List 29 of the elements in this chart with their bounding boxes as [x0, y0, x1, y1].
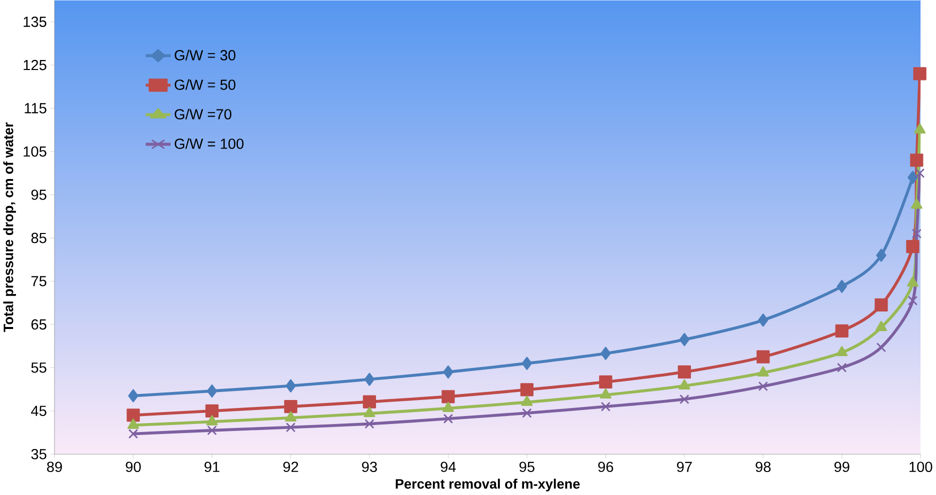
y-tick-label: 45 — [31, 406, 46, 416]
legend-label: G/W = 30 — [174, 50, 236, 61]
x-axis-title: Percent removal of m-xylene — [396, 478, 580, 492]
x-tick-label: 100 — [910, 462, 932, 472]
y-axis-title: Total pressure drop, cm of water — [3, 122, 16, 332]
x-tick-label: 95 — [520, 462, 534, 472]
y-tick-label: 105 — [24, 146, 46, 157]
x-tick-label: 89 — [47, 462, 62, 472]
x-tick-label: 92 — [283, 462, 298, 472]
y-tick-label: 55 — [31, 362, 46, 373]
x-tick-label: 98 — [756, 462, 771, 472]
x-tick-label: 93 — [362, 462, 377, 472]
x-tick-label: 91 — [204, 462, 220, 472]
legend-label: G/W = 50 — [174, 79, 236, 90]
y-tick-label: 135 — [24, 16, 46, 28]
y-tick-label: 95 — [31, 190, 46, 200]
x-tick-label: 97 — [676, 462, 692, 472]
legend-label: G/W = 100 — [174, 138, 244, 150]
y-tick-label: 65 — [31, 319, 46, 330]
y-tick-label: 35 — [31, 449, 46, 460]
y-tick-label: 85 — [31, 232, 46, 244]
y-tick-label: 125 — [24, 60, 46, 70]
x-tick-label: 99 — [834, 462, 850, 472]
x-tick-label: 90 — [126, 462, 141, 472]
x-tick-label: 96 — [598, 462, 614, 472]
x-tick-label: 94 — [440, 462, 456, 472]
y-tick-label: 75 — [31, 276, 46, 286]
y-tick-label: 115 — [24, 103, 46, 114]
legend-label: G/W =70 — [174, 108, 232, 120]
